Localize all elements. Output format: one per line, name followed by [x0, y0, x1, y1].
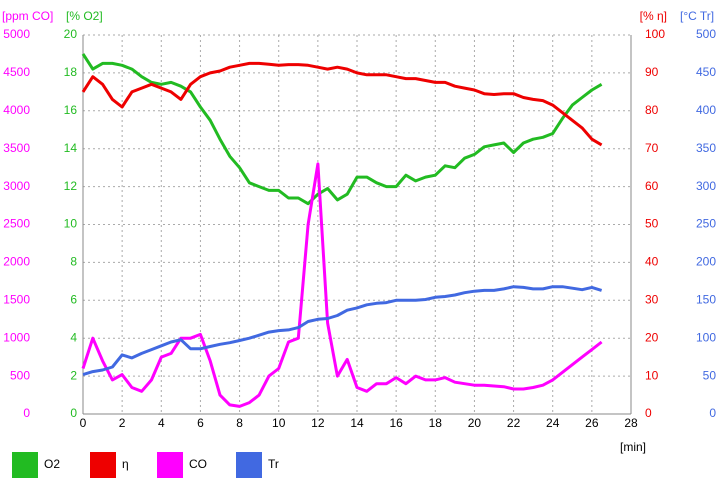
y2-tick-label: 8: [70, 255, 77, 269]
x-tick-label: 20: [468, 416, 482, 430]
y3-tick-label: 0: [645, 406, 652, 420]
series-line: [81, 61, 603, 147]
y2-tick-label: 0: [70, 406, 77, 420]
y2-tick-label: 16: [64, 103, 78, 117]
y-tick-label: 2500: [3, 217, 30, 231]
x-tick-label: 4: [158, 416, 165, 430]
x-tick-label: 2: [119, 416, 126, 430]
x-axis-label: [min]: [620, 440, 646, 454]
y4-tick-label: 200: [696, 255, 716, 269]
y4-tick-label: 300: [696, 179, 716, 193]
y4-tick-label: 250: [696, 217, 716, 231]
y2-tick-label: 18: [64, 65, 78, 79]
y-tick-label: 5000: [3, 27, 30, 41]
series-line: [81, 162, 603, 408]
y-tick-label: 2000: [3, 255, 30, 269]
y-tick-label: 1500: [3, 292, 30, 306]
x-tick-label: 26: [585, 416, 599, 430]
x-tick-label: 28: [624, 416, 638, 430]
y2-tick-label: 6: [70, 292, 77, 306]
y-tick-label: 4500: [3, 65, 30, 79]
y3-tick-label: 50: [645, 217, 659, 231]
x-tick-label: 16: [389, 416, 403, 430]
y-tick-label: 0: [23, 406, 30, 420]
y-tick-label: 1000: [3, 330, 30, 344]
y3-tick-label: 90: [645, 65, 659, 79]
y3-tick-label: 30: [645, 292, 659, 306]
y4-axis-label: [°C Tr]: [680, 9, 714, 23]
y3-tick-label: 100: [645, 27, 665, 41]
y-tick-label: 3500: [3, 141, 30, 155]
y3-tick-label: 60: [645, 179, 659, 193]
y4-tick-label: 150: [696, 292, 716, 306]
x-tick-label: 0: [80, 416, 87, 430]
y3-axis-label: [% η]: [640, 9, 667, 23]
y2-tick-label: 4: [70, 330, 77, 344]
y-axis-label: [ppm CO]: [2, 9, 53, 23]
y4-tick-label: 500: [696, 27, 716, 41]
y4-tick-label: 50: [703, 368, 717, 382]
y2-tick-label: 20: [64, 27, 78, 41]
series-line: [82, 285, 603, 377]
y3-tick-label: 40: [645, 255, 659, 269]
x-tick-label: 18: [429, 416, 443, 430]
legend-label: Tr: [268, 457, 279, 471]
y2-axis-label: [% O2]: [66, 9, 103, 23]
y2-tick-label: 10: [64, 217, 78, 231]
y3-tick-label: 80: [645, 103, 659, 117]
y-tick-label: 4000: [3, 103, 30, 117]
legend-swatch: [157, 452, 183, 478]
y2-tick-label: 14: [64, 141, 78, 155]
legend-swatch: [236, 452, 262, 478]
x-tick-label: 12: [311, 416, 325, 430]
legend-swatch: [12, 452, 38, 478]
y4-tick-label: 450: [696, 65, 716, 79]
x-tick-label: 14: [350, 416, 364, 430]
y3-tick-label: 70: [645, 141, 659, 155]
legend-label: O2: [44, 457, 60, 471]
y4-tick-label: 0: [709, 406, 716, 420]
y4-tick-label: 350: [696, 141, 716, 155]
y2-tick-label: 12: [64, 179, 78, 193]
y3-tick-label: 20: [645, 330, 659, 344]
series-line: [81, 53, 603, 206]
y2-tick-label: 2: [70, 368, 77, 382]
x-tick-label: 8: [236, 416, 243, 430]
y-tick-label: 3000: [3, 179, 30, 193]
legend-swatch: [90, 452, 116, 478]
legend-label: CO: [189, 457, 207, 471]
y4-tick-label: 400: [696, 103, 716, 117]
legend-label: η: [122, 457, 129, 471]
x-tick-label: 22: [507, 416, 521, 430]
x-tick-label: 6: [197, 416, 204, 430]
x-tick-label: 24: [546, 416, 560, 430]
y-tick-label: 500: [10, 368, 30, 382]
x-tick-label: 10: [272, 416, 286, 430]
y4-tick-label: 100: [696, 330, 716, 344]
y3-tick-label: 10: [645, 368, 659, 382]
